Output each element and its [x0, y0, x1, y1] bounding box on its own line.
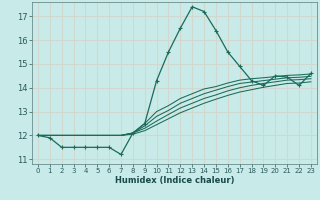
- X-axis label: Humidex (Indice chaleur): Humidex (Indice chaleur): [115, 176, 234, 185]
